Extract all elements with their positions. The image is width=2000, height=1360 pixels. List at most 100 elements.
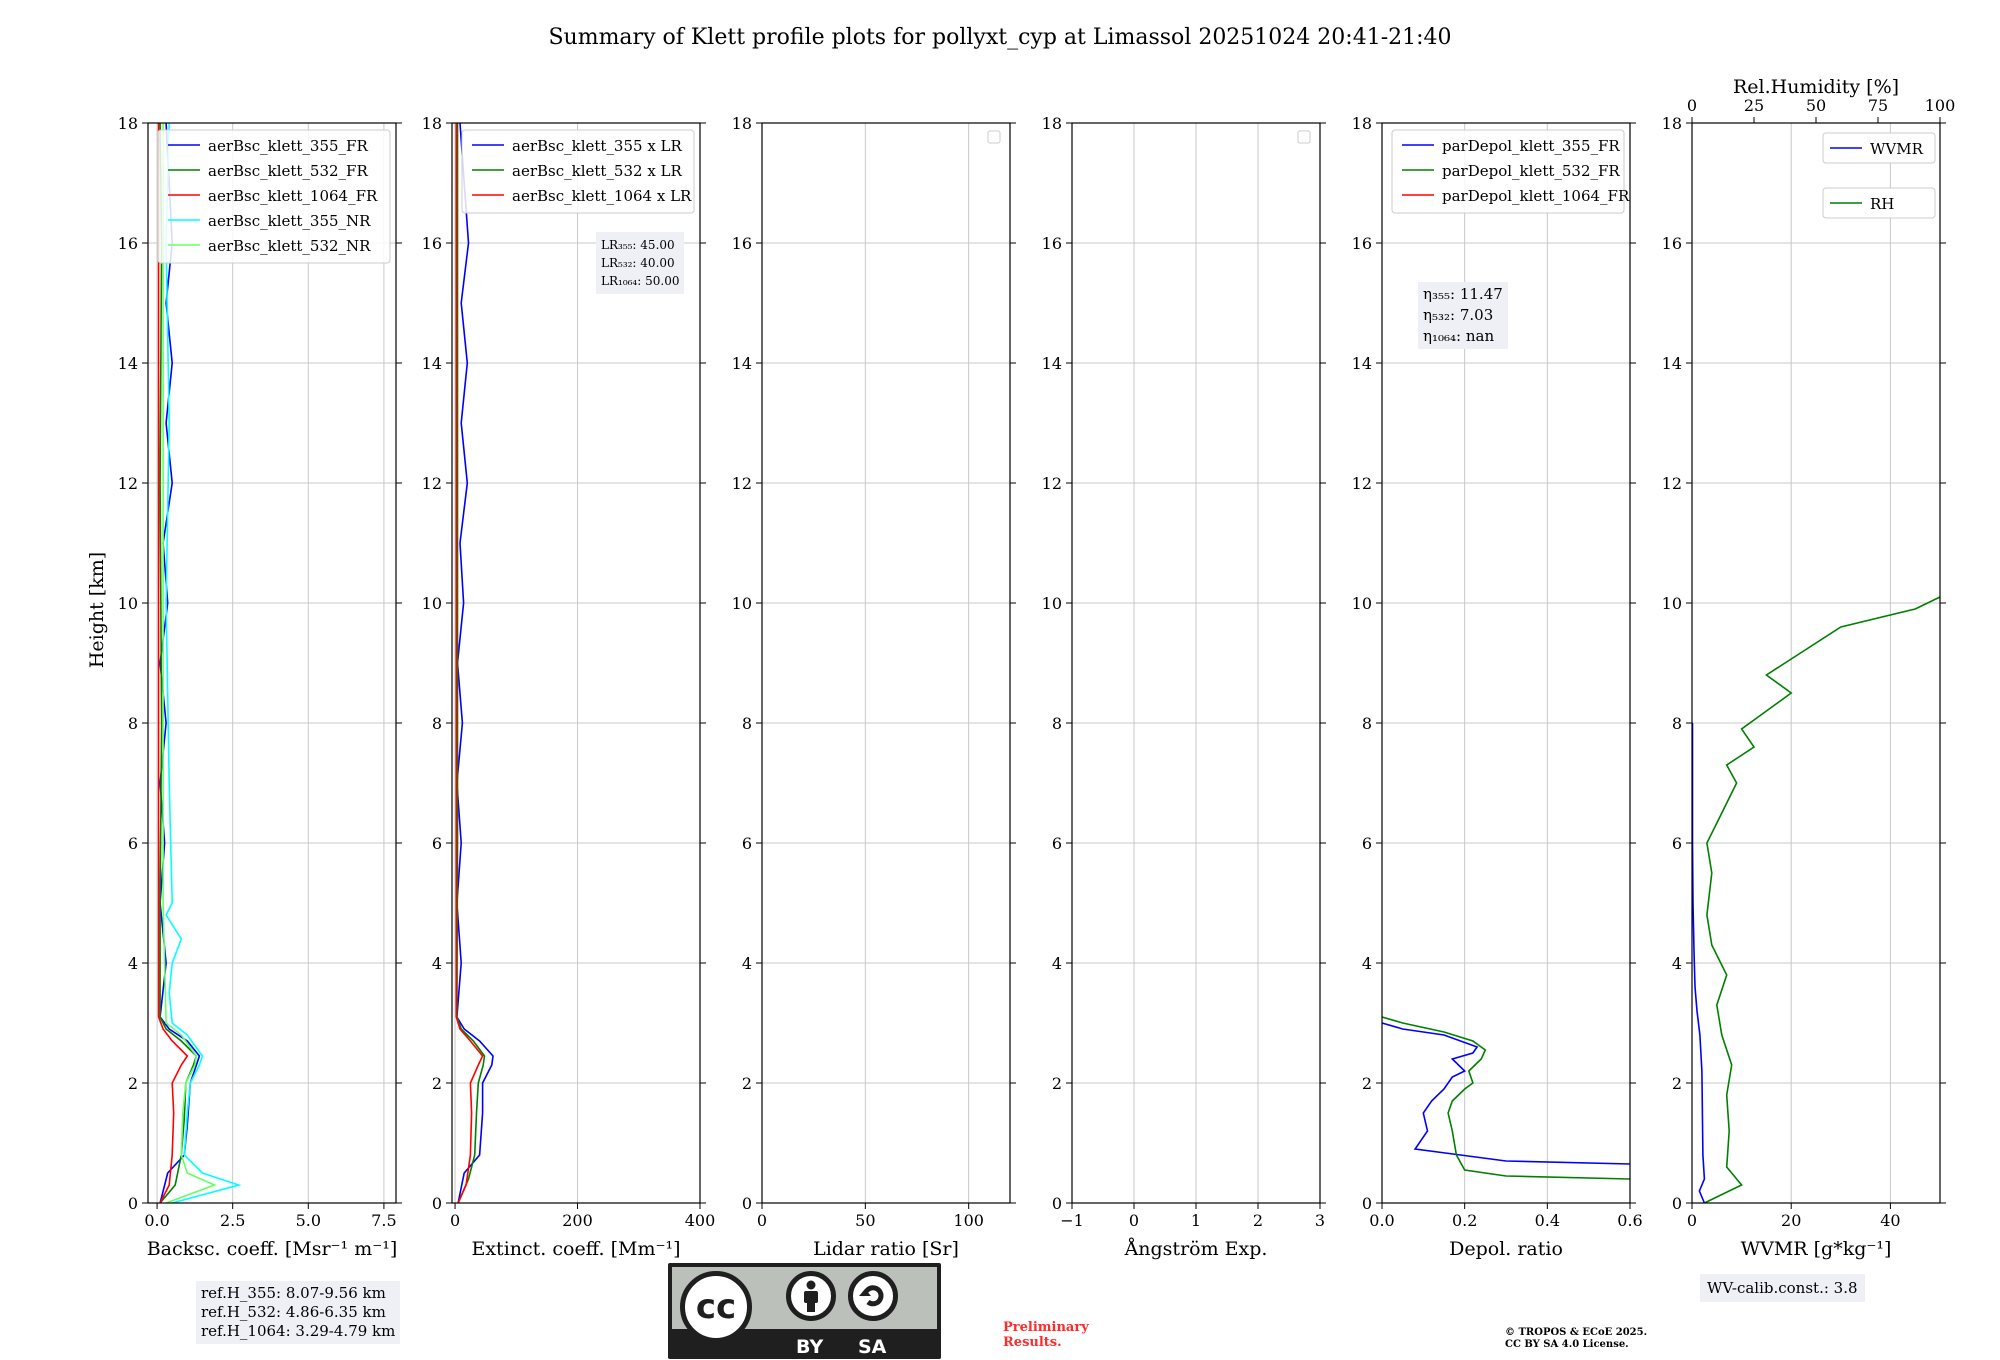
axes-frame	[1691, 122, 1941, 1204]
series-line-aerBsc_klett_355_NR	[165, 122, 242, 1204]
legend-label-aerBsc_klett_532 x LR: aerBsc_klett_532 x LR	[512, 162, 683, 180]
x2-tick-label: 100	[1925, 96, 1956, 115]
wv-calib-text: WV-calib.const.: 3.8	[1707, 1279, 1858, 1297]
x-tick-label: 7.5	[371, 1211, 396, 1230]
y-tick-label: 0	[432, 1194, 442, 1213]
empty-legend-box	[987, 130, 1001, 144]
x-tick-label: 1	[1191, 1211, 1201, 1230]
refh-1064: ref.H_1064: 3.29-4.79 km	[201, 1322, 396, 1340]
y-tick-label: 6	[1052, 834, 1062, 853]
panel-depol: 0.0 0.2 0.4 0.6 0 2 4 6 8 10 12 14 16 18 Depol. ratio p…	[1352, 114, 1643, 1260]
x-tick-label: −1	[1060, 1211, 1084, 1230]
legend-label-RH: RH	[1870, 195, 1894, 213]
y-tick-label: 4	[1052, 954, 1062, 973]
x-axis-label: Backsc. coeff. [Msr⁻¹ m⁻¹]	[147, 1238, 398, 1260]
y-tick-label: 16	[422, 234, 442, 253]
y-axis-label: Height [km]	[86, 552, 108, 668]
x-tick-label: 200	[562, 1211, 593, 1230]
legend-box	[461, 129, 695, 214]
series-line-RH	[1704, 596, 1941, 1204]
series-line-aerBsc_klett_355_FR	[159, 122, 201, 1204]
y-tick-label: 14	[118, 354, 138, 373]
figure-title: Summary of Klett profile plots for polly…	[548, 25, 1451, 50]
y-tick-label: 12	[732, 474, 752, 493]
legend-label-aerBsc_klett_1064 x LR: aerBsc_klett_1064 x LR	[512, 187, 692, 205]
copyright-notice: © TROPOS & ECoE 2025. CC BY SA 4.0 Licen…	[1505, 1327, 1648, 1350]
y-tick-label: 12	[422, 474, 442, 493]
lr-355: LR₃₅₅: 45.00	[601, 238, 675, 252]
reference-height-box: ref.H_355: 8.07-9.56 km ref.H_532: 4.86-…	[196, 1281, 401, 1344]
legend-label-aerBsc_klett_532_NR: aerBsc_klett_532_NR	[208, 237, 371, 255]
x-tick-label: 0.0	[1369, 1211, 1394, 1230]
wv-calib-box: WV-calib.const.: 3.8	[1700, 1274, 1865, 1302]
legend-label-aerBsc_klett_355_FR: aerBsc_klett_355_FR	[208, 137, 368, 155]
refh-355: ref.H_355: 8.07-9.56 km	[201, 1284, 386, 1302]
y-tick-label: 10	[732, 594, 752, 613]
eta-box: η₃₅₅: 11.47 η₅₃₂: 7.03 η₁₀₆₄: nan	[1418, 282, 1508, 349]
y-tick-label: 18	[1662, 114, 1682, 133]
series-line-aerBsc_klett_1064_FR	[157, 123, 189, 1204]
series-line-aerBsc_klett_355 x LR	[456, 122, 494, 1204]
y-tick-label: 18	[1352, 114, 1372, 133]
y-tick-label: 2	[128, 1074, 138, 1093]
x-tick-label: 20	[1781, 1211, 1801, 1230]
share-alike-icon	[848, 1271, 898, 1321]
axes-frame	[1381, 122, 1631, 1204]
x-axis-label: Ångström Exp.	[1124, 1238, 1268, 1260]
y-tick-label: 0	[1362, 1194, 1372, 1213]
y-tick-label: 18	[1042, 114, 1062, 133]
eta-355: η₃₅₅: 11.47	[1423, 285, 1503, 303]
y-tick-label: 14	[422, 354, 442, 373]
y-tick-label: 0	[1052, 1194, 1062, 1213]
series-line-WVMR	[1691, 723, 1706, 1204]
x-tick-label: 40	[1880, 1211, 1900, 1230]
y-tick-label: 2	[742, 1074, 752, 1093]
x-tick-label: 0	[1129, 1211, 1139, 1230]
panel-extinction: 0 200 400 0 2 4 6 8 10 12 14 16 18 Extinct. coeff. [M…	[422, 114, 716, 1260]
x-tick-label: 100	[953, 1211, 984, 1230]
x-tick-label: 0.6	[1617, 1211, 1642, 1230]
attribution-icon	[786, 1271, 836, 1321]
lr-532: LR₅₃₂: 40.00	[601, 256, 675, 270]
legend-label-WVMR: WVMR	[1870, 140, 1924, 158]
panel-wvmr: 0 20 40 0 2 4 6 8 10 12 14 16 18 WVMR [g*kg⁻¹] 0 25 50 75…	[1662, 76, 1956, 1260]
y-tick-label: 0	[1672, 1194, 1682, 1213]
legend-box	[1822, 187, 1936, 219]
x-axis-label: Lidar ratio [Sr]	[813, 1238, 959, 1260]
x-tick-label: 400	[685, 1211, 716, 1230]
y-tick-label: 6	[1672, 834, 1682, 853]
x-tick-label: 0.0	[144, 1211, 169, 1230]
y-tick-label: 8	[432, 714, 442, 733]
lidar-ratio-box: LR₃₅₅: 45.00 LR₅₃₂: 40.00 LR₁₀₆₄: 50.00	[596, 232, 685, 294]
x-tick-label: 2	[1253, 1211, 1263, 1230]
y-tick-label: 12	[118, 474, 138, 493]
empty-legend-box	[1297, 130, 1311, 144]
x-tick-label: 3	[1315, 1211, 1325, 1230]
legend-box	[1822, 132, 1936, 164]
eta-532: η₅₃₂: 7.03	[1423, 306, 1494, 324]
legend-box	[157, 129, 391, 264]
y-tick-label: 12	[1662, 474, 1682, 493]
legend-label-aerBsc_klett_355 x LR: aerBsc_klett_355 x LR	[512, 137, 683, 155]
y-tick-label: 4	[1362, 954, 1372, 973]
y-tick-label: 14	[1042, 354, 1062, 373]
y-tick-label: 16	[1042, 234, 1062, 253]
series-line-parDepol_klett_355_FR	[1381, 1022, 1631, 1165]
x-tick-label: 0	[757, 1211, 767, 1230]
y-tick-label: 16	[1352, 234, 1372, 253]
x2-tick-label: 0	[1687, 96, 1697, 115]
x-tick-label: 0.2	[1452, 1211, 1477, 1230]
axes-frame	[1071, 122, 1321, 1204]
y-tick-label: 10	[1042, 594, 1062, 613]
preliminary-notice: Preliminary Results.	[1003, 1320, 1089, 1350]
license-by-label: BY	[796, 1336, 824, 1358]
cc-license-logo: cc BY SA	[668, 1263, 941, 1359]
y-tick-label: 10	[1352, 594, 1372, 613]
y-tick-label: 14	[732, 354, 752, 373]
y-tick-label: 6	[1362, 834, 1372, 853]
series-line-aerBsc_klett_532_NR	[162, 123, 217, 1204]
y-tick-label: 4	[432, 954, 442, 973]
x-tick-label: 0	[1687, 1211, 1697, 1230]
x2-tick-label: 25	[1744, 96, 1764, 115]
